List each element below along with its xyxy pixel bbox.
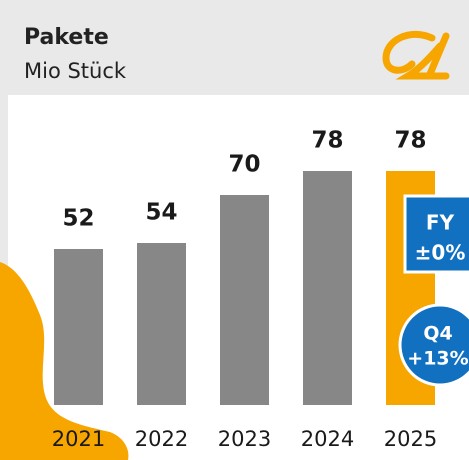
- x-tick-label: 2025: [384, 427, 437, 451]
- x-tick-label: 2022: [135, 427, 188, 451]
- x-tick-label: 2024: [301, 427, 354, 451]
- bar: [137, 243, 186, 405]
- q4-badge-text: Q4: [423, 323, 452, 345]
- value-label: 78: [394, 128, 426, 154]
- value-label: 70: [228, 152, 260, 178]
- value-label: 52: [62, 206, 94, 232]
- bar: [220, 195, 269, 405]
- value-label: 78: [311, 128, 343, 154]
- decor-blob: [0, 262, 129, 460]
- bar: [54, 249, 103, 405]
- q4-badge-text: +13%: [407, 348, 468, 370]
- chart-subtitle: Mio Stück: [24, 59, 127, 83]
- logo: [382, 30, 450, 80]
- value-label: 54: [145, 200, 177, 226]
- x-tick-label: 2021: [52, 427, 105, 451]
- x-tick-label: 2023: [218, 427, 271, 451]
- fy-badge: [403, 194, 469, 274]
- q4-badge: [398, 303, 469, 387]
- fy-badge-text: FY: [426, 211, 455, 235]
- bar: [303, 171, 352, 405]
- fy-badge-text: ±0%: [415, 241, 466, 265]
- chart-title: Pakete: [24, 25, 109, 50]
